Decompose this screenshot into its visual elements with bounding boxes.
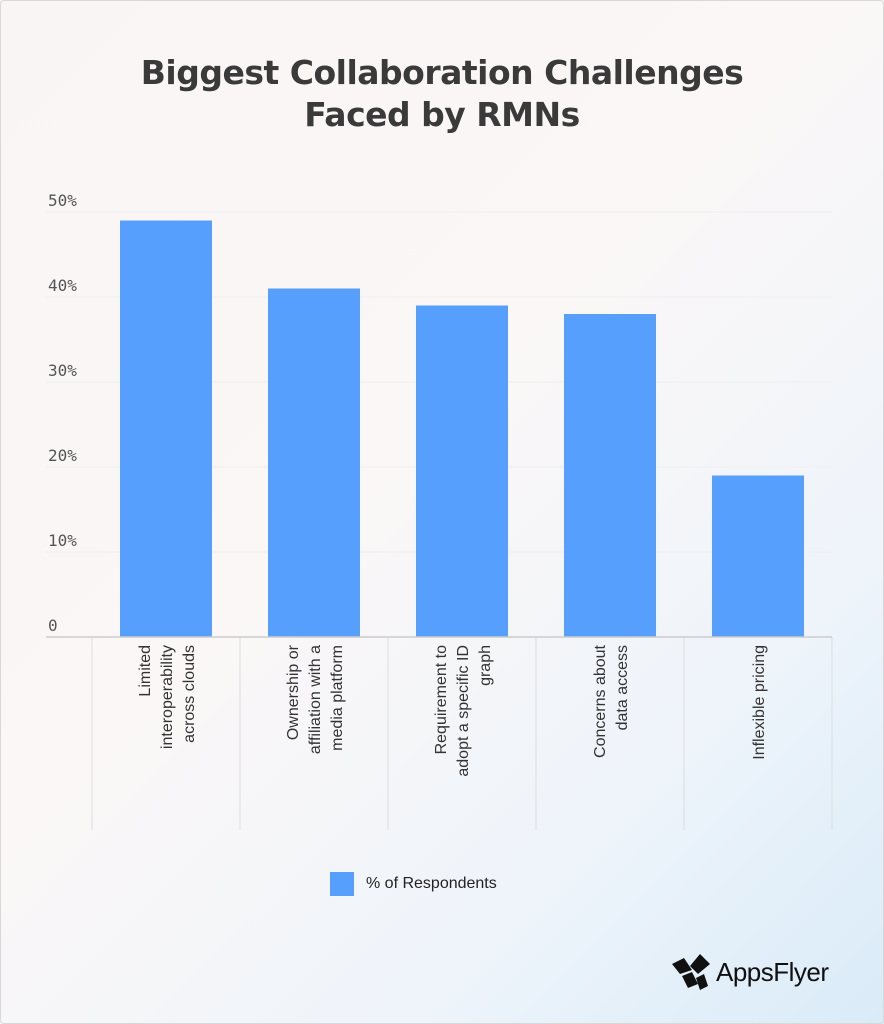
x-tick-label: media platform — [329, 645, 346, 751]
x-tick-label: interoperability — [159, 645, 176, 749]
legend: % of Respondents — [330, 872, 497, 896]
bar — [564, 314, 656, 637]
title-line-1: Biggest Collaboration Challenges — [140, 53, 744, 92]
y-tick-label: 30% — [48, 361, 77, 380]
x-tick-label: Limited — [137, 645, 154, 697]
title-line-2: Faced by RMNs — [304, 95, 580, 134]
y-tick-label: 20% — [48, 446, 77, 465]
x-tick-label: across clouds — [181, 645, 198, 743]
bar — [416, 305, 508, 637]
legend-swatch — [330, 872, 354, 896]
x-tick-label: data access — [614, 645, 631, 730]
x-tick-label: adopt a specific ID — [455, 645, 472, 777]
x-tick-label: affiliation with a — [307, 645, 324, 754]
y-tick-label: 0 — [48, 616, 58, 635]
bar — [120, 220, 212, 637]
appsflyer-logo-icon — [672, 954, 710, 990]
bar — [268, 288, 360, 637]
x-tick-label: Ownership or — [285, 644, 302, 740]
legend-label: % of Respondents — [366, 875, 497, 892]
x-tick-label: graph — [477, 645, 494, 686]
x-tick-label: Concerns about — [592, 644, 609, 758]
chart-title: Biggest Collaboration Challenges Faced b… — [0, 52, 884, 136]
x-tick-label: Inflexible pricing — [751, 645, 768, 760]
y-tick-label: 10% — [48, 531, 77, 550]
logo-text: AppsFlyer — [716, 956, 829, 987]
appsflyer-logo: AppsFlyer — [670, 952, 829, 992]
x-tick-label: Requirement to — [433, 645, 450, 754]
y-tick-label: 40% — [48, 276, 77, 295]
bar — [712, 475, 804, 637]
y-tick-label: 50% — [48, 191, 77, 210]
